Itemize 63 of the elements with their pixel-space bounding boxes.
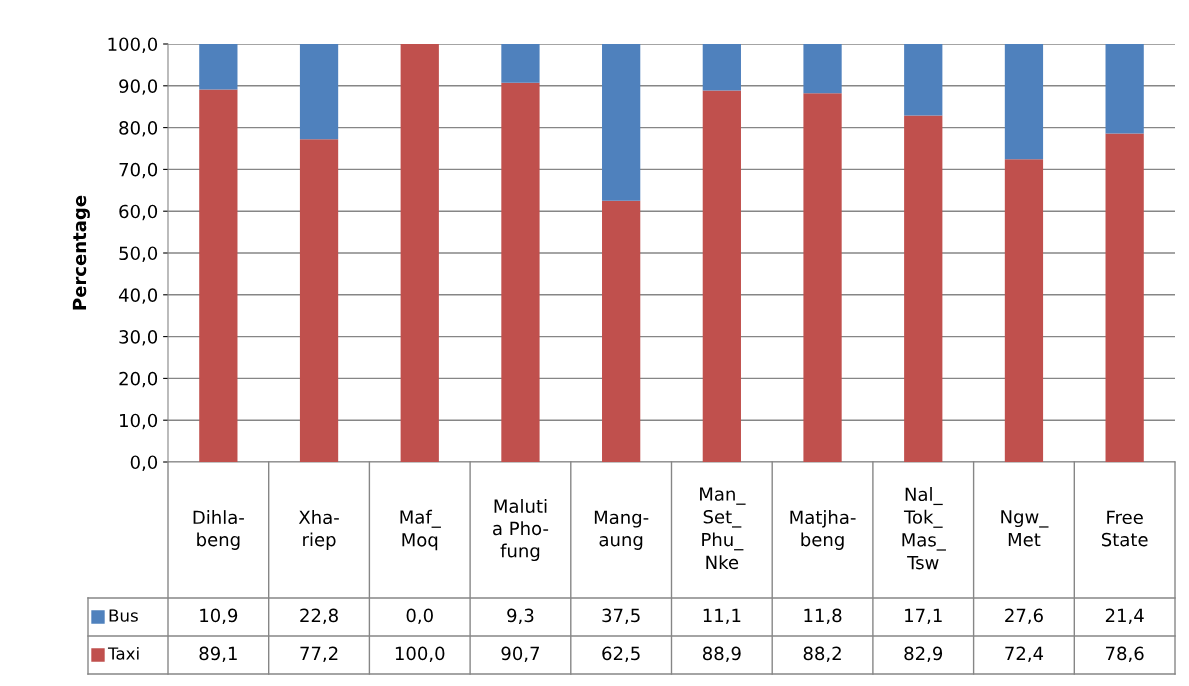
x-tick-label: Free State	[1101, 510, 1148, 547]
y-tick-label: 60,0	[119, 204, 158, 221]
data-label: 11,1	[703, 608, 741, 625]
x-tick-label: Ngw_ Met	[1001, 510, 1049, 547]
y-tick-label: 100,0	[108, 37, 158, 53]
y-tick-label: 40,0	[118, 288, 158, 304]
data-label: 89,1	[199, 646, 237, 663]
x-tick-label: Mang- aung	[594, 510, 649, 550]
bar	[702, 90, 741, 462]
bar	[1105, 133, 1144, 462]
bar	[904, 115, 943, 462]
data-label: 100,0	[395, 646, 445, 663]
bar	[400, 44, 439, 462]
y-tick-label: 70,0	[119, 162, 158, 179]
legend-label: Bus	[109, 609, 138, 622]
x-tick-label: Nal_ Tok_ Mas_ Tsw	[902, 487, 946, 570]
bar	[602, 44, 641, 201]
x-tick-label: Maf_ Moq	[400, 509, 441, 551]
y-tick-label: 90,0	[119, 79, 158, 95]
data-label: 78,6	[1106, 646, 1144, 663]
bar	[602, 200, 641, 462]
bar	[199, 44, 238, 90]
data-label: 88,9	[702, 646, 741, 663]
legend-label: Taxi	[107, 646, 139, 660]
data-label: 17,1	[905, 608, 942, 625]
y-tick-label: 50,0	[119, 246, 158, 262]
data-label: 10,9	[200, 608, 238, 625]
x-tick-label: Maluti a Pho- fung	[493, 498, 549, 562]
data-label: 62,5	[602, 646, 640, 663]
bar	[199, 89, 238, 462]
y-tick-label: 10,0	[120, 413, 158, 430]
bar	[501, 82, 540, 462]
bar	[299, 139, 339, 462]
data-label: 0,0	[406, 608, 433, 625]
data-label: 77,2	[300, 646, 338, 663]
data-label: 90,7	[501, 646, 540, 663]
data-label: 9,3	[507, 608, 534, 625]
x-tick-label: Matjha- beng	[790, 510, 856, 550]
y-axis-title: Percentage	[72, 195, 90, 310]
bar	[501, 44, 540, 83]
data-label: 27,6	[1005, 608, 1043, 625]
y-tick-label: 20,0	[119, 371, 158, 388]
data-label: 22,8	[300, 608, 338, 625]
bar	[1004, 159, 1044, 462]
x-tick-label: Dihla- beng	[193, 510, 244, 550]
data-label: 21,4	[1105, 608, 1144, 625]
data-label: 88,2	[803, 646, 841, 663]
data-label: 72,4	[1005, 646, 1044, 663]
x-tick-label: Man_ Set_ Phu_ Nke	[700, 487, 746, 570]
bar	[299, 44, 339, 140]
bar	[904, 44, 943, 116]
bar	[1105, 44, 1144, 134]
y-tick-label: 0,0	[130, 455, 158, 471]
y-tick-label: 80,0	[119, 121, 158, 137]
y-tick-label: 30,0	[119, 330, 158, 346]
x-tick-label: Xha- riep	[298, 510, 339, 550]
bar	[803, 93, 842, 462]
data-label: 11,8	[804, 608, 842, 625]
bar	[1004, 44, 1044, 160]
bar	[803, 44, 842, 94]
data-label: 37,5	[602, 608, 640, 625]
bar	[702, 44, 741, 91]
data-label: 82,9	[904, 646, 943, 663]
